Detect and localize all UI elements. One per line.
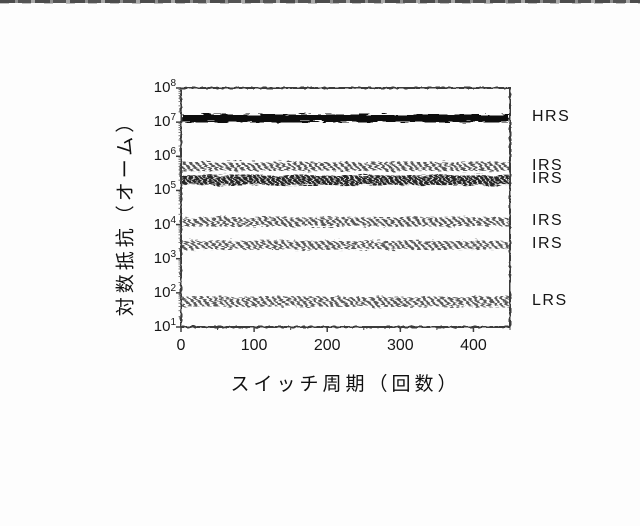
- series-band-hrs-0: [182, 114, 509, 123]
- x-tick-label-200: 200: [313, 337, 341, 354]
- state-label-irs-1: IRS: [532, 156, 564, 174]
- x-tick-label-100: 100: [240, 337, 268, 354]
- y-tick-label-1e2: 102: [153, 282, 176, 301]
- series-band-lrs-5: [182, 296, 509, 307]
- y-tick-label-1e5: 105: [153, 180, 176, 199]
- state-label-irs-2: IRS: [532, 170, 564, 188]
- series-band-irs-1: [182, 161, 509, 172]
- state-label-lrs-5: LRS: [532, 291, 568, 309]
- x-axis-title: スイッチ周期（回数）: [230, 374, 461, 395]
- y-tick-label-1e7: 107: [153, 112, 176, 131]
- x-tick-label-400: 400: [460, 337, 487, 354]
- y-tick-label-1e3: 103: [153, 248, 176, 267]
- y-tick-label-1e4: 104: [153, 214, 176, 233]
- state-label-irs-4: IRS: [532, 235, 564, 253]
- axis-ticks: [176, 87, 511, 332]
- y-tick-label-1e1: 101: [153, 317, 176, 336]
- x-tick-label-300: 300: [386, 337, 414, 354]
- series-band-irs-2: [182, 175, 509, 186]
- x-tick-label-0: 0: [176, 337, 186, 354]
- y-tick-label-1e6: 106: [153, 146, 176, 165]
- y-tick-label-1e8: 108: [153, 78, 176, 97]
- scan-artifact-line: [0, 0, 640, 4]
- plot-frame: [180, 87, 511, 328]
- series-band-irs-3: [182, 217, 509, 227]
- state-label-irs-3: IRS: [532, 211, 564, 229]
- state-label-hrs-0: HRS: [532, 108, 571, 126]
- series-band-irs-4: [182, 240, 509, 250]
